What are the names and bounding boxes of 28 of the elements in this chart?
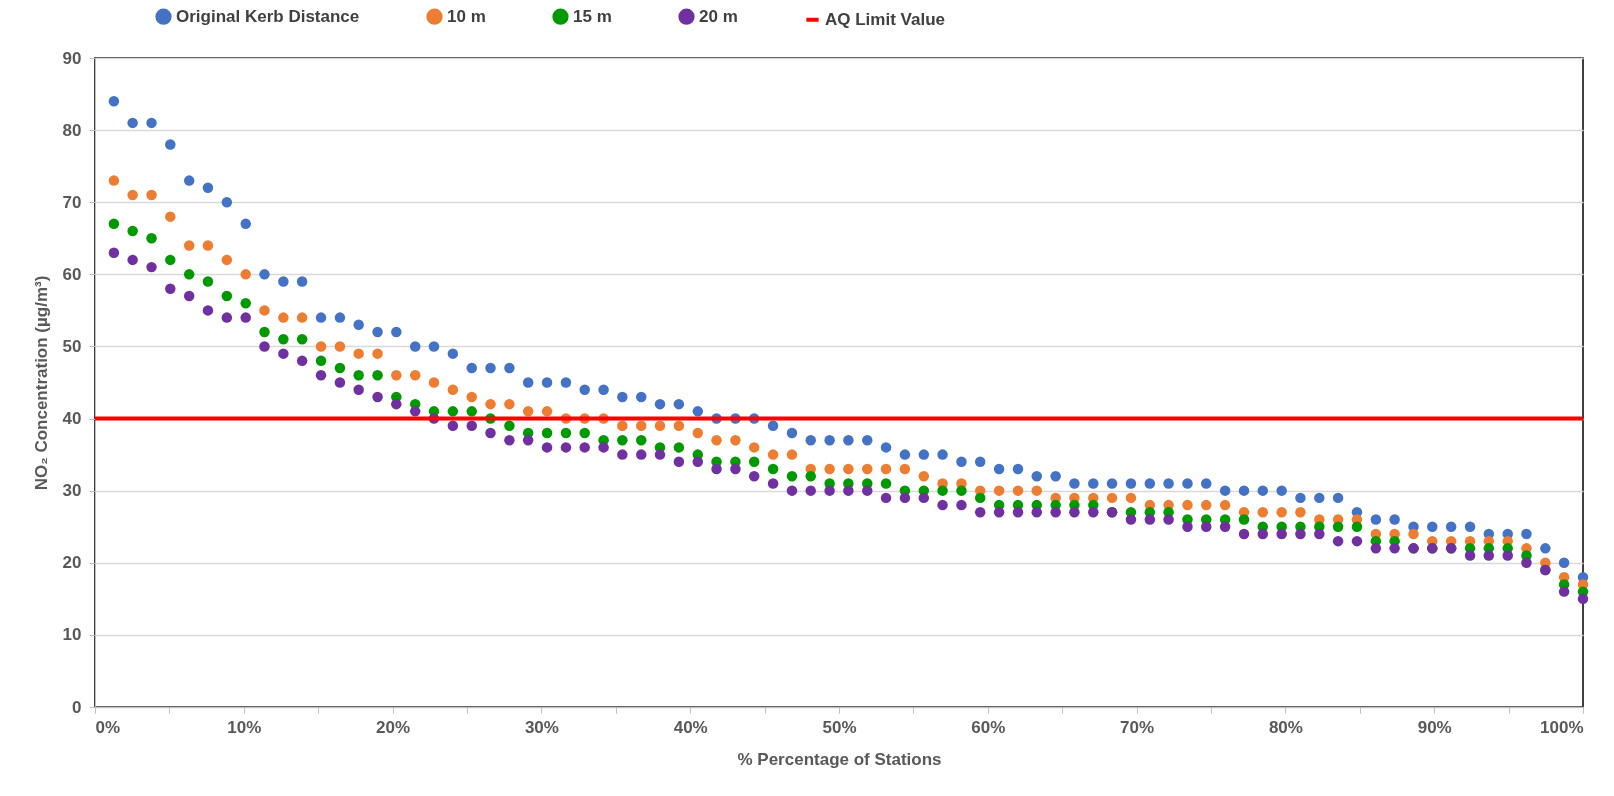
y-tick-label: 90 [62,48,82,68]
x-tick-label: 90% [1417,717,1452,737]
x-tick-label: 40% [673,717,708,737]
x-tick-label: 0% [95,717,121,737]
x-tick-label: 20% [376,717,411,737]
x-tick-label: 80% [1268,717,1303,737]
y-axis-title: NO₂ Concentration (µg/m³) [31,275,51,491]
x-axis-title: % Percentage of Stations [737,749,942,769]
legend-label: Original Kerb Distance [176,6,360,26]
legend-label: AQ Limit Value [825,9,945,29]
legend-label: 20 m [699,6,738,26]
y-tick-label: 30 [62,481,82,501]
y-tick-label: 50 [62,336,82,356]
y-tick-label: 70 [62,192,82,212]
legend-label: 15 m [573,6,612,26]
y-tick-label: 60 [62,264,82,284]
y-tick-label: 0 [72,697,82,717]
y-tick-label: 20 [62,553,82,573]
x-tick-label: 100% [1540,717,1584,737]
y-tick-label: 10 [62,625,82,645]
legend-label: 10 m [447,6,486,26]
x-tick-label: 50% [822,717,857,737]
x-tick-label: 10% [227,717,262,737]
x-tick-label: 60% [971,717,1006,737]
x-tick-label: 70% [1120,717,1155,737]
y-tick-label: 80 [62,120,82,140]
y-tick-label: 40 [62,409,82,429]
x-tick-label: 30% [524,717,559,737]
